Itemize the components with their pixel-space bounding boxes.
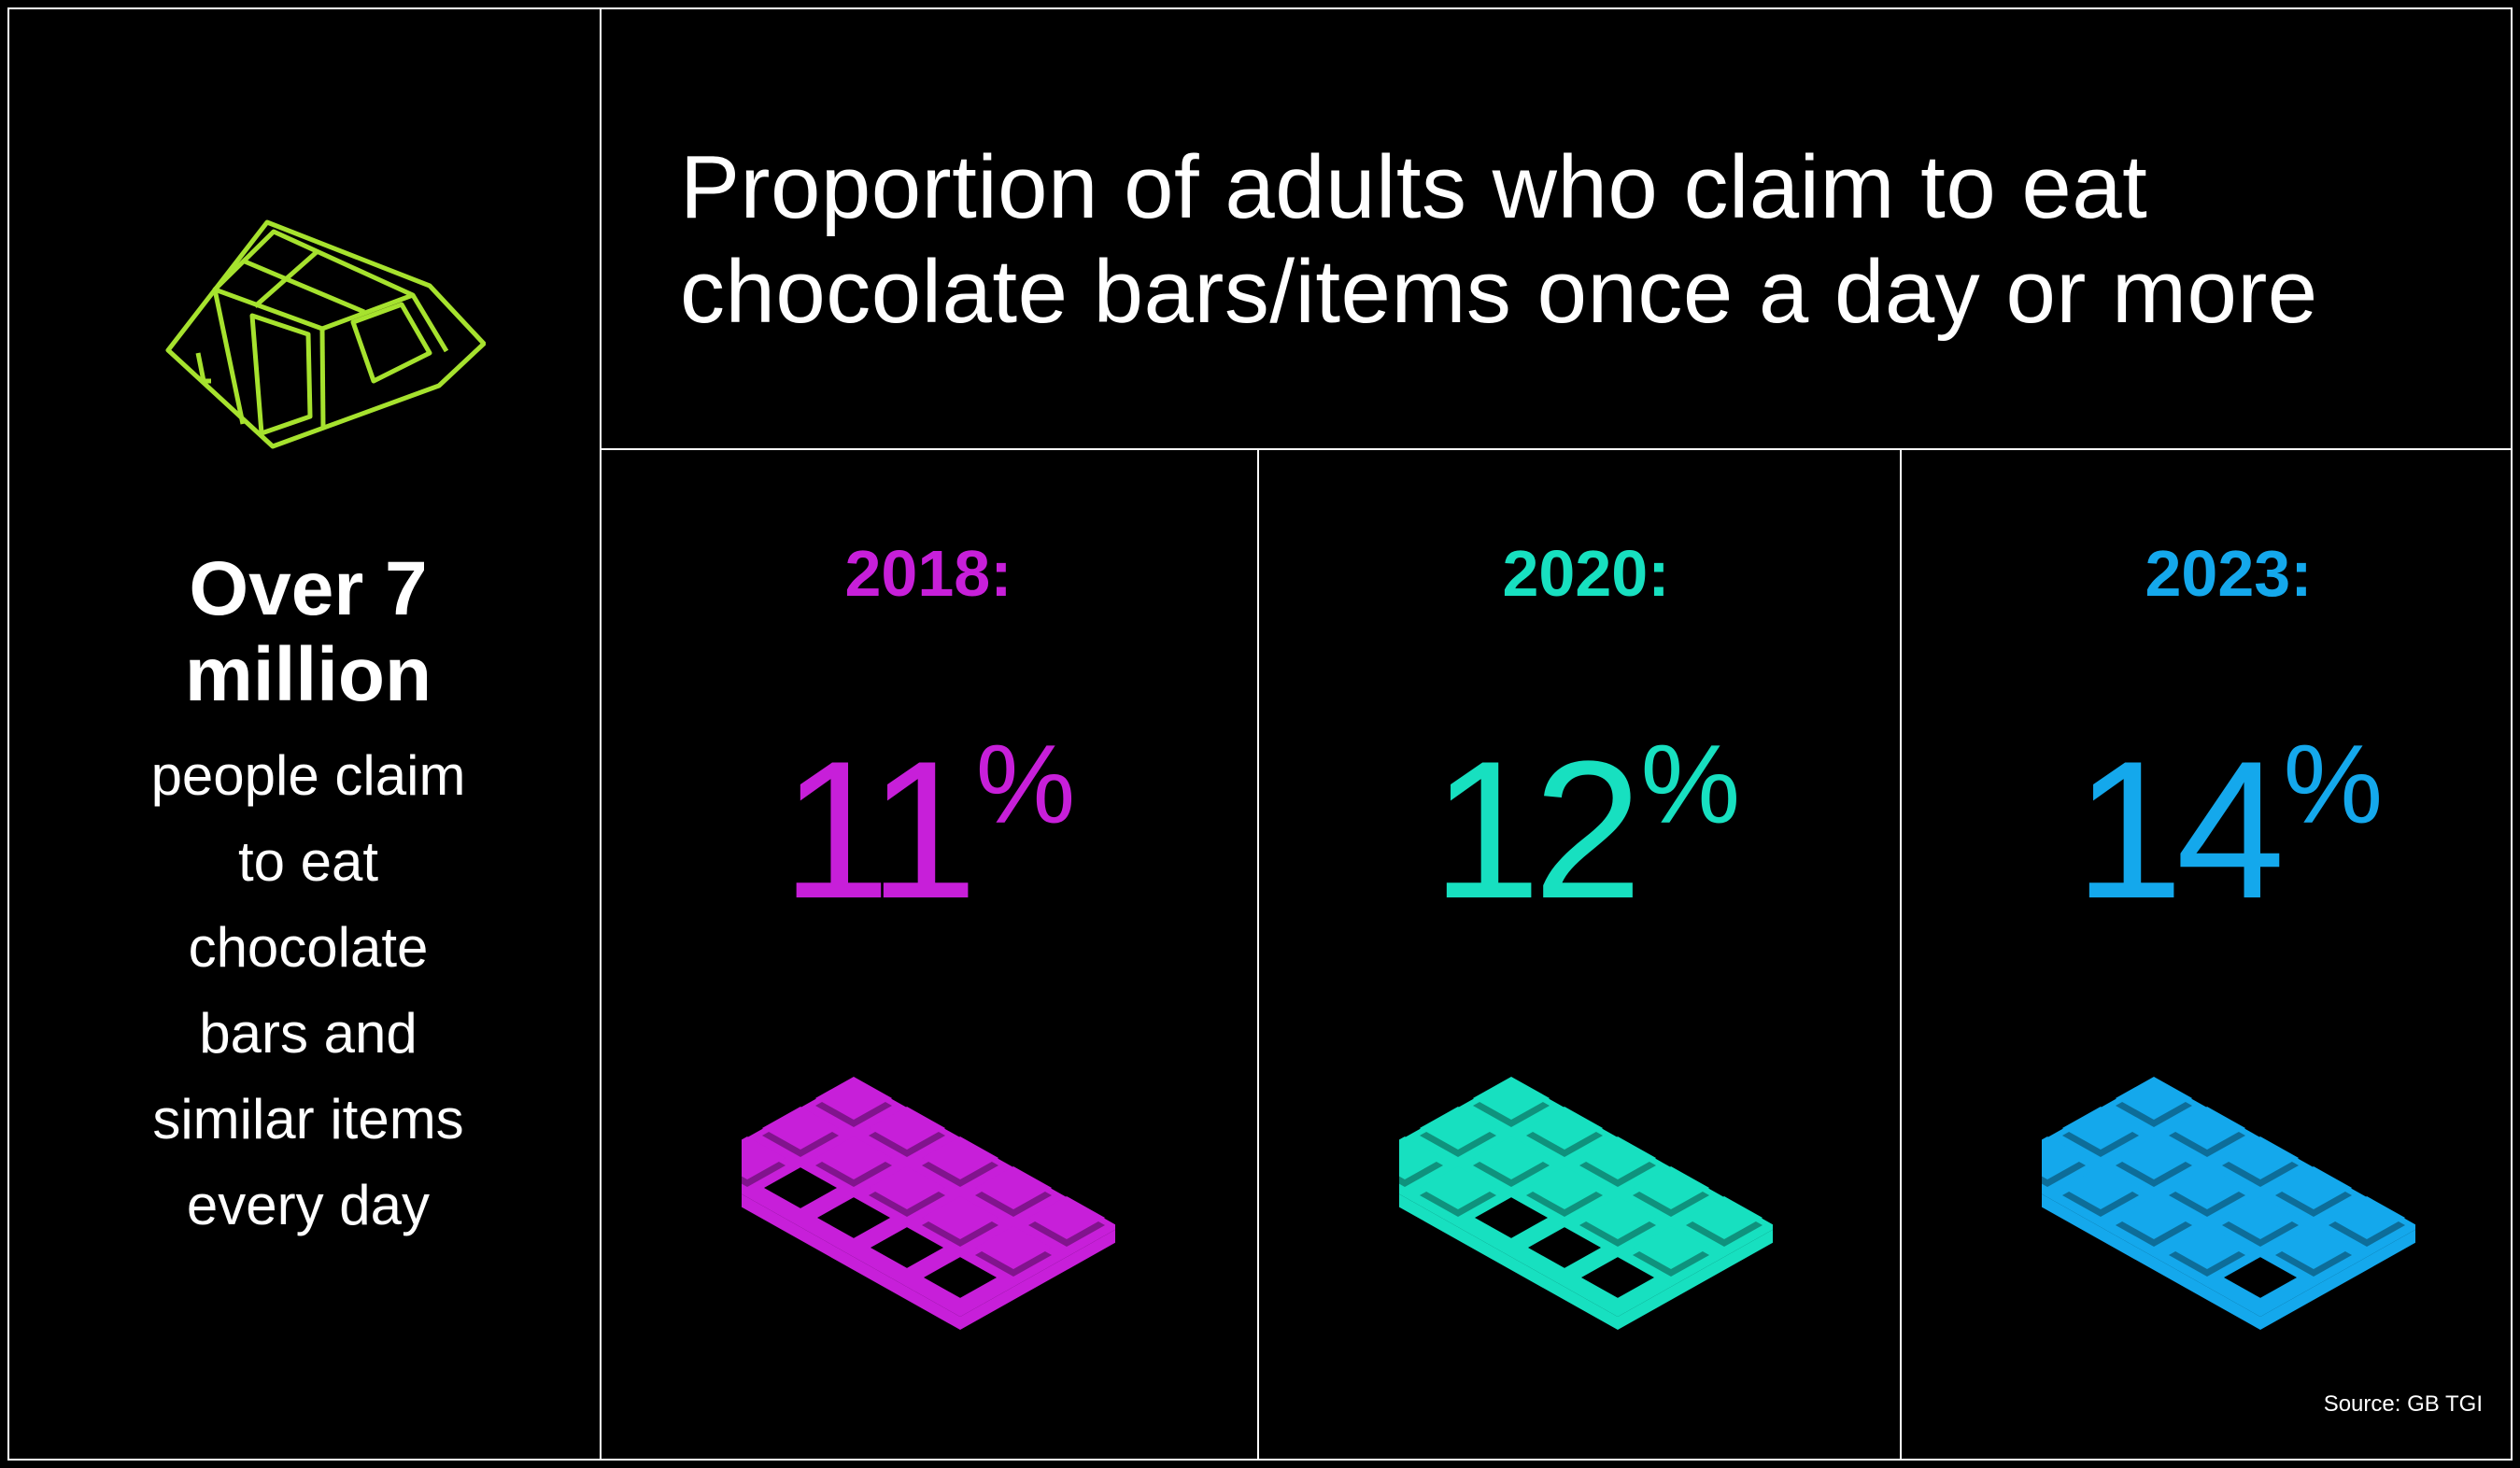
bar-side — [2260, 1229, 2415, 1330]
headline: Over 7 million — [37, 546, 579, 718]
bar-square — [921, 1195, 999, 1240]
page-title: Proportion of adults who claim to eat ch… — [680, 135, 2455, 345]
percentage-number: 14 — [2074, 720, 2286, 939]
bar-square-eaten — [813, 1194, 895, 1241]
body-line: similar items — [152, 1088, 464, 1150]
chocolate-bar-icon — [742, 1076, 1115, 1330]
bar-square — [2115, 1136, 2193, 1180]
body-line: every day — [186, 1174, 431, 1236]
bar-square — [2115, 1195, 2193, 1240]
bar-square — [868, 1106, 946, 1150]
percentage-value: 14% — [1902, 728, 2520, 928]
bar-side — [742, 1193, 960, 1330]
bar-square — [2042, 1136, 2087, 1180]
body-line: bars and — [199, 1002, 418, 1065]
bar-square-eaten — [866, 1224, 948, 1271]
bar-square — [814, 1136, 893, 1180]
body-line: people claim — [150, 744, 466, 807]
stat-panel-2018: 2018: 11% — [602, 452, 1255, 1459]
percent-sign: % — [975, 722, 1076, 847]
headline-line-2: million — [184, 632, 432, 717]
title-line-2: chocolate bars/items once a day or more — [680, 242, 2318, 342]
divider-mid2 — [1900, 448, 1902, 1461]
bar-square-eaten — [2219, 1254, 2301, 1301]
bar-square — [974, 1165, 1053, 1210]
bar-square — [2274, 1225, 2353, 1270]
bar-square — [1579, 1136, 1657, 1180]
divider-mid1 — [1257, 448, 1259, 1461]
bar-square — [1419, 1165, 1497, 1210]
bar-square — [761, 1106, 840, 1150]
stat-panel-2023: 2023: 14% — [1902, 452, 2520, 1459]
bar-side — [960, 1229, 1115, 1330]
bar-square — [1419, 1106, 1497, 1150]
chocolate-block-icon — [165, 219, 486, 449]
bar-square — [868, 1165, 946, 1210]
divider-title — [600, 448, 2513, 450]
bar-square — [921, 1136, 999, 1180]
bar-square-eaten — [759, 1165, 842, 1211]
bar-square — [1399, 1136, 1444, 1180]
bar-square-eaten — [1577, 1254, 1659, 1301]
stat-panel-2020: 2020: 12% — [1259, 452, 1913, 1459]
year-label: 2020: — [1502, 537, 1670, 610]
bar-square — [814, 1076, 893, 1121]
bar-square — [974, 1225, 1053, 1270]
bar-square — [2061, 1165, 2140, 1210]
bar-square — [2168, 1165, 2246, 1210]
headline-description: people claim to eat chocolate bars and s… — [37, 733, 579, 1249]
percentage-value: 12% — [1259, 728, 1913, 928]
bar-side — [1618, 1229, 1773, 1330]
percent-sign: % — [2283, 722, 2384, 847]
bar-square — [1472, 1136, 1550, 1180]
divider-left — [600, 7, 602, 1461]
year-label: 2018: — [844, 537, 1012, 610]
bar-square — [2274, 1165, 2353, 1210]
percent-sign: % — [1640, 722, 1741, 847]
body-line: chocolate — [188, 916, 429, 979]
bar-square-eaten — [1470, 1194, 1552, 1241]
bar-square — [2168, 1225, 2246, 1270]
percentage-number: 11 — [781, 720, 978, 939]
bar-square — [1472, 1076, 1550, 1121]
percentage-value: 11% — [602, 728, 1255, 928]
headline-line-1: Over 7 — [189, 546, 428, 631]
bar-square — [2328, 1195, 2406, 1240]
title-line-1: Proportion of adults who claim to eat — [680, 137, 2148, 237]
bar-side — [1399, 1193, 1618, 1330]
bar-square — [1525, 1165, 1604, 1210]
bar-square — [2061, 1106, 2140, 1150]
bar-square — [1685, 1195, 1763, 1240]
bar-square — [1632, 1165, 1710, 1210]
bar-square — [2221, 1195, 2300, 1240]
bar-square-eaten — [919, 1254, 1001, 1301]
bar-square — [2221, 1136, 2300, 1180]
bar-square — [2115, 1076, 2193, 1121]
percentage-number: 12 — [1431, 720, 1643, 939]
bar-square — [742, 1136, 786, 1180]
bar-square — [2168, 1106, 2246, 1150]
bar-side — [2042, 1193, 2260, 1330]
bar-square — [1525, 1106, 1604, 1150]
bar-square-eaten — [1523, 1224, 1606, 1271]
bar-square — [1632, 1225, 1710, 1270]
year-label: 2023: — [2145, 537, 2313, 610]
infographic-frame — [7, 7, 2513, 1461]
body-line: to eat — [237, 830, 379, 893]
chocolate-bar-icon — [1399, 1076, 1773, 1330]
bar-square — [1027, 1195, 1106, 1240]
bar-square — [1579, 1195, 1657, 1240]
source-note: Source: GB TGI — [2323, 1391, 2483, 1417]
chocolate-bar-icon — [2042, 1076, 2415, 1330]
